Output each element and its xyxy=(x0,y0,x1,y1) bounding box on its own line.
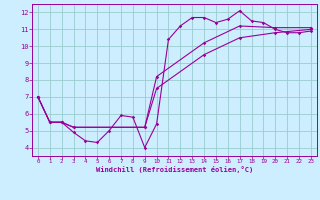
X-axis label: Windchill (Refroidissement éolien,°C): Windchill (Refroidissement éolien,°C) xyxy=(96,166,253,173)
